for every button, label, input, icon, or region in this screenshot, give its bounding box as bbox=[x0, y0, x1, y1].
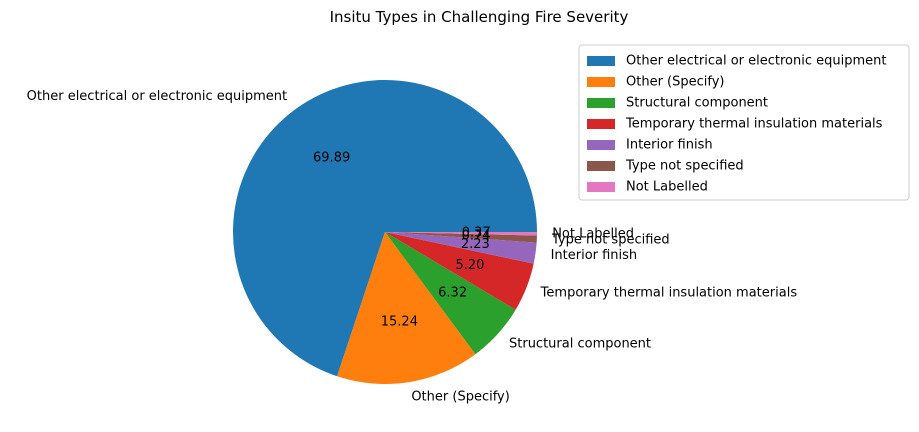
value-labels: 69.89 15.24 6.32 5.20 2.230.740.37 bbox=[313, 151, 491, 330]
legend-swatch-structural-component bbox=[587, 98, 615, 108]
category-label-interior-finish: Interior finish bbox=[551, 248, 638, 263]
legend-swatch-interior-finish bbox=[587, 140, 615, 150]
pie-slice-interior-finish bbox=[385, 232, 537, 264]
category-label-not-labelled: Not Labelled bbox=[552, 226, 634, 241]
legend-label-type-not-specified: Type not specified bbox=[625, 159, 744, 174]
legend-swatch-not-labelled bbox=[587, 182, 615, 192]
legend-label-temporary-thermal-insulation-materials: Temporary thermal insulation materials bbox=[625, 117, 883, 132]
pie-slice-structural-component bbox=[385, 232, 516, 355]
value-label-temporary-thermal-insulation-materials: 5.20 bbox=[455, 258, 484, 273]
legend-label-other-specify: Other (Specify) bbox=[626, 75, 725, 90]
value-label-other-electrical-or-electronic-equipment: 69.89 bbox=[313, 151, 350, 166]
legend-label-other-electrical-or-electronic-equipment: Other electrical or electronic equipment bbox=[626, 54, 887, 69]
value-label-type-not-specified: 0.74 bbox=[462, 229, 491, 244]
legend-label-not-labelled: Not Labelled bbox=[626, 180, 708, 195]
legend-label-structural-component: Structural component bbox=[626, 96, 768, 111]
chart-title: Insitu Types in Challenging Fire Severit… bbox=[330, 8, 629, 26]
pie-slice-temporary-thermal-insulation-materials bbox=[385, 232, 534, 310]
legend-swatch-other-specify bbox=[587, 77, 615, 87]
value-label-structural-component: 6.32 bbox=[438, 286, 467, 301]
legend-swatch-temporary-thermal-insulation-materials bbox=[587, 119, 615, 129]
value-label-other-specify: 15.24 bbox=[381, 315, 418, 330]
legend-items: Other electrical or electronic equipment… bbox=[587, 54, 887, 195]
category-label-structural-component: Structural component bbox=[509, 337, 651, 352]
value-label-not-labelled: 0.37 bbox=[462, 226, 491, 241]
pie-slices bbox=[233, 80, 537, 385]
category-label-type-not-specified: Type not specified bbox=[551, 232, 670, 247]
category-label-other-specify: Other (Specify) bbox=[411, 390, 510, 405]
legend-swatch-other-electrical-or-electronic-equipment bbox=[587, 56, 615, 66]
pie-slice-other-electrical-or-electronic-equipment bbox=[233, 80, 537, 377]
legend-label-interior-finish: Interior finish bbox=[626, 138, 713, 153]
category-labels: Other electrical or electronic equipment… bbox=[27, 89, 798, 405]
pie-slice-not-labelled bbox=[385, 232, 537, 236]
legend-swatch-type-not-specified bbox=[587, 161, 615, 171]
category-label-temporary-thermal-insulation-materials: Temporary thermal insulation materials bbox=[540, 285, 798, 300]
legend: Other electrical or electronic equipment… bbox=[578, 44, 910, 201]
value-label-interior-finish: 2.23 bbox=[461, 237, 490, 252]
legend-frame bbox=[578, 44, 910, 201]
pie-slice-other-specify bbox=[337, 232, 476, 385]
category-label-other-electrical-or-electronic-equipment: Other electrical or electronic equipment bbox=[27, 89, 288, 104]
pie-slice-type-not-specified bbox=[385, 232, 537, 243]
